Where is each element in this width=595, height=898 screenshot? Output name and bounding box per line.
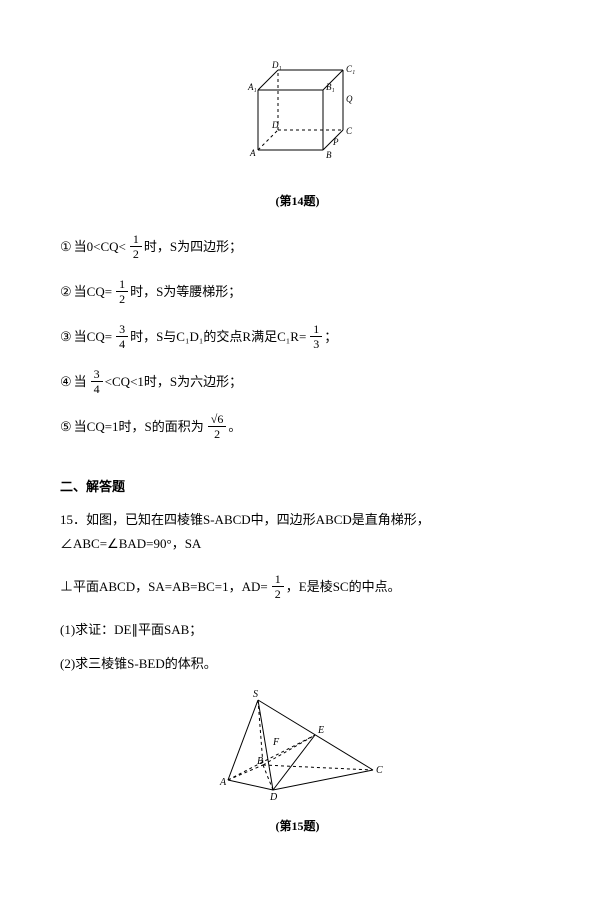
- svg-text:A: A: [249, 148, 256, 158]
- figure-14-caption: (第14题): [60, 191, 535, 213]
- section-title: 二、解答题: [60, 475, 535, 498]
- pyramid-diagram: S A B C D E F: [198, 685, 398, 805]
- svg-text:Q: Q: [346, 94, 353, 104]
- svg-text:D₁: D₁: [271, 60, 282, 70]
- svg-text:D: D: [271, 120, 279, 130]
- svg-text:S: S: [253, 689, 258, 700]
- svg-text:B: B: [326, 150, 332, 160]
- statement-3: ③当CQ= 34 时，S与C₁D₁的交点R满足C₁R= 13 ；: [60, 323, 535, 350]
- figure-15: S A B C D E F (第15题): [60, 685, 535, 838]
- svg-text:D: D: [269, 792, 278, 803]
- statement-2: ②当CQ= 12 时，S为等腰梯形；: [60, 278, 535, 305]
- svg-text:A: A: [219, 777, 227, 788]
- statement-1: ①当0<CQ< 12 时，S为四边形；: [60, 233, 535, 260]
- problem-15-line2: ⊥平面ABCD，SA=AB=BC=1，AD= 12 ，E是棱SC的中点。: [60, 573, 535, 600]
- svg-text:A₁: A₁: [247, 82, 257, 92]
- problem-15-q2: (2)求三棱锥S-BED的体积。: [60, 652, 535, 675]
- problem-15-q1: (1)求证：DE∥平面SAB；: [60, 618, 535, 641]
- statement-4: ④当 34 <CQ<1时，S为六边形；: [60, 368, 535, 395]
- svg-text:E: E: [317, 725, 324, 736]
- svg-text:B₁: B₁: [326, 82, 335, 92]
- cube-diagram: A B C D A₁ B₁ C₁ D₁ P Q: [228, 50, 368, 180]
- figure-15-caption: (第15题): [60, 816, 535, 838]
- svg-text:P: P: [332, 137, 339, 147]
- figure-14: A B C D A₁ B₁ C₁ D₁ P Q (第14题): [60, 50, 535, 213]
- svg-text:C: C: [376, 765, 383, 776]
- problem-15-line1: 15．如图，已知在四棱锥S-ABCD中，四边形ABCD是直角梯形，∠ABC=∠B…: [60, 508, 535, 555]
- svg-text:F: F: [272, 737, 280, 748]
- svg-text:C₁: C₁: [346, 64, 355, 74]
- svg-text:C: C: [346, 126, 353, 136]
- svg-text:B: B: [257, 756, 263, 767]
- statement-5: ⑤当CQ=1时，S的面积为 √62 。: [60, 413, 535, 440]
